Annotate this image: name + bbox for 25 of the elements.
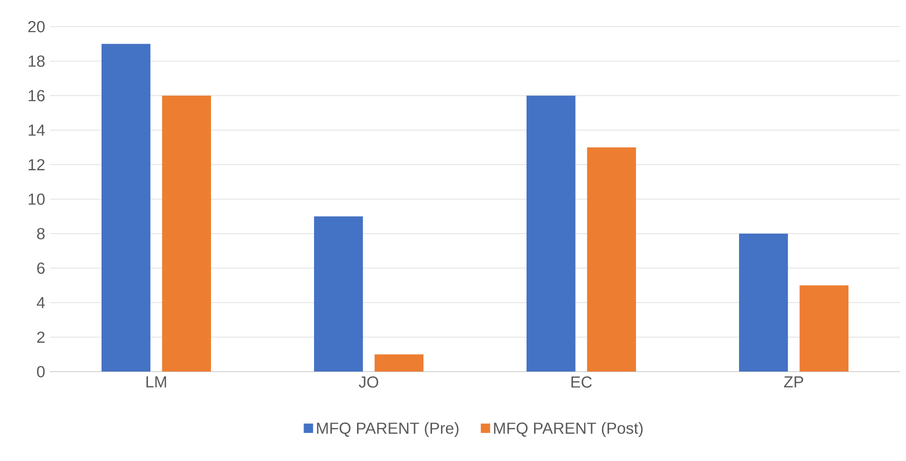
x-tick-label: LM	[146, 376, 166, 388]
legend-label: MFQ PARENT (Post)	[494, 422, 643, 438]
y-tick-label: 6	[37, 262, 45, 274]
bar	[526, 96, 576, 372]
y-tick-label: 0	[37, 366, 45, 378]
y-tick-label: 18	[28, 56, 45, 67]
legend-label: MFQ PARENT (Pre)	[317, 422, 458, 438]
y-tick-label: 16	[28, 90, 45, 102]
y-tick-label: 12	[28, 159, 44, 170]
bar	[102, 44, 150, 372]
x-tick-label: ZP	[784, 376, 804, 388]
bar	[739, 234, 788, 372]
y-tick-label: 8	[37, 228, 45, 240]
y-tick-label: 20	[28, 21, 45, 32]
y-tick-label: 4	[36, 297, 45, 308]
bar	[800, 285, 848, 372]
bar	[314, 216, 363, 372]
x-tick-label: JO	[358, 376, 378, 388]
x-tick-label: EC	[571, 376, 592, 388]
y-tick-label: 14	[28, 124, 45, 136]
bar	[162, 96, 211, 372]
bar	[587, 147, 636, 372]
y-tick-label: 10	[28, 194, 45, 205]
bar	[374, 354, 424, 372]
y-tick-label: 2	[37, 332, 44, 343]
